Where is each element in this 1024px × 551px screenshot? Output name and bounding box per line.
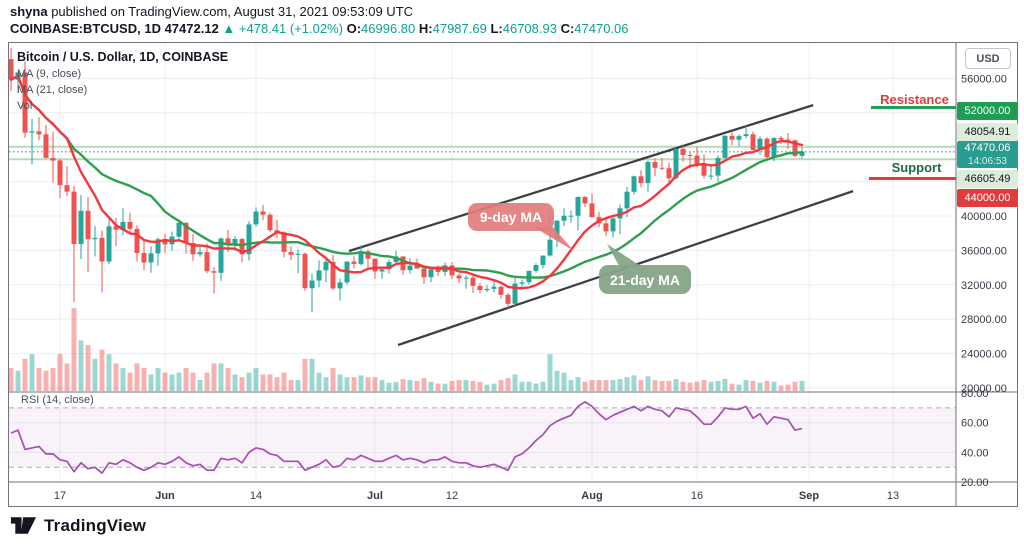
symbol-ohlc-bar: COINBASE:BTCUSD, 1D 47472.12 ▲ +478.41 (… [10,21,629,36]
price-level-lines[interactable] [9,145,956,161]
svg-text:14: 14 [250,490,262,502]
svg-text:20000.00: 20000.00 [961,383,1007,395]
header-text-part: 46708.93 [502,21,561,36]
svg-text:12: 12 [446,490,458,502]
rsi-legend[interactable]: RSI (14, close) [21,394,94,406]
svg-text:36000.00: 36000.00 [961,245,1007,257]
svg-text:17: 17 [54,490,66,502]
svg-text:40000.00: 40000.00 [961,211,1007,223]
svg-text:80.00: 80.00 [961,388,989,400]
header-text-part: 47472.12 [164,21,223,36]
rsi-band [9,407,956,468]
svg-text:Jul: Jul [367,490,383,502]
svg-text:Sep: Sep [799,490,819,502]
svg-text:24000.00: 24000.00 [961,349,1007,361]
svg-text:16: 16 [691,490,703,502]
svg-text:20.00: 20.00 [961,477,989,489]
ma9-callout[interactable]: 9-day MA [468,203,554,231]
tradingview-logo-icon [10,517,37,534]
header-text-part: H: [418,21,433,36]
header-text-part: C: [560,21,575,36]
ma9-legend[interactable]: MA (9, close) [17,68,82,80]
header-text-part: shyna [10,4,48,19]
ma21-callout[interactable]: 21-day MA [599,265,691,294]
svg-text:32000.00: 32000.00 [961,280,1007,292]
svg-text:Aug: Aug [581,490,602,502]
svg-text:56000.00: 56000.00 [961,73,1007,85]
chart-svg[interactable]: 56000.00 40000.00 36000.00 32000.00 28000.00… [9,43,1017,506]
low-line-price-badge: 46605.49 [957,170,1018,188]
support-label[interactable]: Support [891,160,942,175]
header-text-part: 47470.06 [574,21,629,36]
header-text-part: COINBASE:BTCUSD, 1D [10,21,165,36]
ma-lines [9,74,804,290]
bar-countdown: 14:06:53 [968,155,1007,167]
svg-text:28000.00: 28000.00 [961,314,1007,326]
header-text-part: published on TradingView.com, August 31,… [47,4,414,19]
tradingview-logo-text: TradingView [44,515,147,535]
resistance-line-segment[interactable] [871,106,956,109]
high-line-price-badge: 48054.91 [957,123,1018,141]
svg-text:Jun: Jun [155,490,175,502]
last-price-value: 47470.06 [964,141,1011,154]
resistance-price-badge: 52000.00 [957,102,1018,120]
time-axis-labels: 17 Jun 14 Jul 12 Aug 16 Sep 13 [54,490,899,502]
last-price-badge: 47470.06 14:06:53 [957,141,1018,168]
volume-legend[interactable]: Vol [17,100,33,112]
svg-text:40.00: 40.00 [961,447,989,459]
support-line-segment[interactable] [869,177,956,180]
ma21-legend[interactable]: MA (21, close) [17,84,88,96]
symbol-title: Bitcoin / U.S. Dollar, 1D, COINBASE [17,50,229,64]
volume-series [9,308,805,391]
attribution[interactable]: TradingView [10,515,146,536]
header-text-part: 47987.69 [432,21,491,36]
publish-info: shyna published on TradingView.com, Augu… [10,4,413,19]
currency-toggle-button[interactable]: USD [965,48,1011,69]
pane-dividers[interactable] [9,43,1017,506]
price-axis-labels: 56000.00 40000.00 36000.00 32000.00 28000.00… [961,73,1007,395]
svg-text:60.00: 60.00 [961,418,989,430]
chart-container: 56000.00 40000.00 36000.00 32000.00 28000.00… [8,42,1018,507]
header-text-part: O: [346,21,362,36]
header-text-part: 46996.80 [361,21,419,36]
rsi-axis-labels: 80.00 60.00 40.00 20.00 [961,388,989,489]
header-text-part: L: [490,21,503,36]
support-price-badge: 44000.00 [957,189,1018,207]
rsi-line [10,401,803,475]
svg-text:13: 13 [887,490,899,502]
header-text-part: ▲ +478.41 (+1.02%) [222,21,347,36]
resistance-label[interactable]: Resistance [880,92,949,107]
